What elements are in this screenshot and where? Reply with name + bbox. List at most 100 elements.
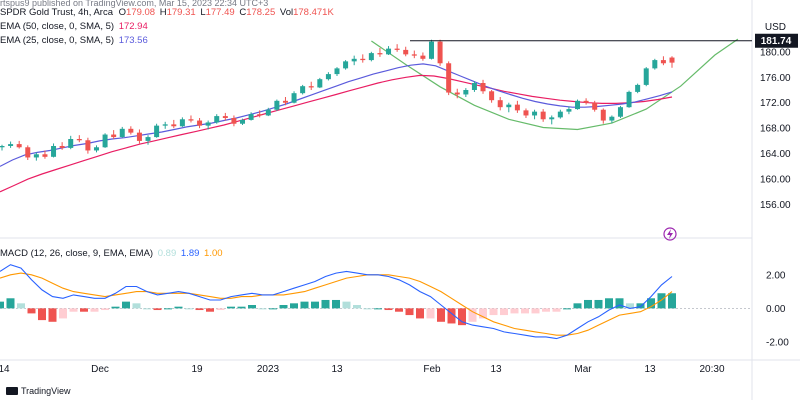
candle-body [351, 58, 357, 62]
candle-body [265, 109, 271, 116]
candle-body [343, 61, 349, 69]
macd-hist-bar [206, 308, 214, 312]
cup-pattern-drawing[interactable] [371, 38, 739, 131]
candle [274, 99, 280, 111]
candle-body [394, 48, 400, 50]
ema50-line [0, 74, 673, 193]
symbol-name[interactable]: SPDR Gold Trust, 4h, Arca [0, 7, 113, 18]
candle-body [497, 100, 503, 108]
macd-hist-bar [143, 308, 151, 310]
candle-body [93, 147, 99, 151]
macd-hist-bar [69, 308, 78, 312]
candle [566, 106, 572, 115]
macd-legend[interactable]: MACD (12, 26, close, 9, EMA, EMA) 0.89 1… [0, 248, 223, 259]
macd-legend-label: MACD (12, 26, close, 9, EMA, EMA) [0, 248, 154, 259]
candle-body [291, 93, 297, 103]
chart-legend: SPDR Gold Trust, 4h, Arca O179.08 H179.3… [0, 6, 334, 48]
macd-hist-bar [27, 308, 36, 314]
candle [394, 44, 400, 52]
candle-body [600, 109, 606, 121]
tradingview-logo-icon [6, 387, 18, 395]
ema50-legend-row[interactable]: EMA (50, close, 0, SMA, 5) 172.94 [0, 20, 334, 34]
time-tick-label: 20:30 [699, 364, 724, 375]
symbol-row[interactable]: SPDR Gold Trust, 4h, Arca O179.08 H179.3… [0, 6, 334, 20]
macd-hist-bar [647, 298, 655, 309]
candle [497, 97, 503, 111]
candle [420, 52, 426, 61]
candle [291, 91, 297, 104]
candle [102, 133, 108, 148]
ema50-path [0, 74, 673, 193]
candle [154, 123, 160, 138]
macd-legend-v3: 1.00 [204, 248, 223, 259]
candle-body [0, 146, 5, 148]
lightning-icon[interactable] [663, 227, 677, 241]
candle-body [214, 116, 220, 123]
macd-hist-bar [185, 308, 193, 310]
price-axis[interactable]: 180.00 176.00 172.00 168.00 164.00 160.00 156.… [760, 47, 791, 211]
candle [635, 83, 641, 94]
ema25-legend-row[interactable]: EMA (25, close, 0, SMA, 5) 173.56 [0, 34, 334, 48]
macd-hist-bar [321, 299, 330, 309]
candle-body [25, 147, 31, 158]
candle [351, 55, 357, 66]
ema25-line [0, 63, 673, 167]
candles [0, 39, 675, 161]
candle [188, 115, 194, 123]
candle-body [257, 114, 263, 116]
macd-hist-bar [636, 303, 645, 309]
candle [231, 115, 237, 127]
macd-axis[interactable]: 2.00 0.00 -2.00 [766, 270, 789, 348]
macd-hist-bar [38, 308, 46, 321]
candle-body [205, 122, 211, 126]
macd-hist-bar [164, 308, 172, 310]
time-axis[interactable]: 14 Dec 19 2023 13 Feb 13 Mar 13 20:30 [0, 364, 725, 375]
candle [240, 118, 246, 125]
ohlc-o-label: O [118, 7, 127, 18]
candle [411, 50, 417, 59]
candle-body [85, 140, 91, 151]
tradingview-footer[interactable]: TradingView [6, 386, 71, 396]
time-tick-label: 2023 [257, 364, 280, 375]
candle-body [222, 116, 228, 118]
candle-body [532, 111, 538, 116]
candle [334, 67, 340, 76]
candle-body [128, 128, 134, 133]
candle [136, 129, 142, 144]
candle-body [403, 49, 409, 55]
candle-body [76, 139, 82, 141]
candle-body [179, 119, 185, 127]
candle-body [669, 57, 675, 63]
candle [360, 54, 366, 63]
candle-body [16, 144, 22, 148]
candle-body [325, 74, 331, 80]
candle-body [231, 118, 237, 124]
macd-line [0, 264, 673, 340]
candle-body [626, 91, 632, 108]
candle [532, 109, 538, 120]
macd-legend-v1: 0.89 [157, 248, 177, 259]
macd-hist-bar [290, 303, 298, 309]
macd-path [0, 264, 673, 340]
macd-hist-bar [521, 308, 529, 314]
macd-tick-label: 2.00 [766, 270, 786, 281]
candle-body [136, 132, 142, 141]
candle-body [300, 86, 306, 94]
candle-body [549, 117, 555, 120]
candle [68, 135, 74, 150]
candle [162, 121, 168, 129]
macd-hist-bar [500, 308, 508, 316]
candle [119, 126, 125, 138]
last-price-label: 181.74 [761, 36, 792, 47]
candle [506, 102, 512, 113]
macd-hist-bar [48, 308, 57, 322]
macd-hist-bar [90, 308, 99, 312]
candle [489, 90, 495, 103]
candle-body [635, 84, 641, 92]
time-tick-label: Mar [574, 364, 592, 375]
candle-body [652, 60, 658, 69]
macd-hist-bar [6, 298, 15, 309]
candle [514, 100, 520, 113]
